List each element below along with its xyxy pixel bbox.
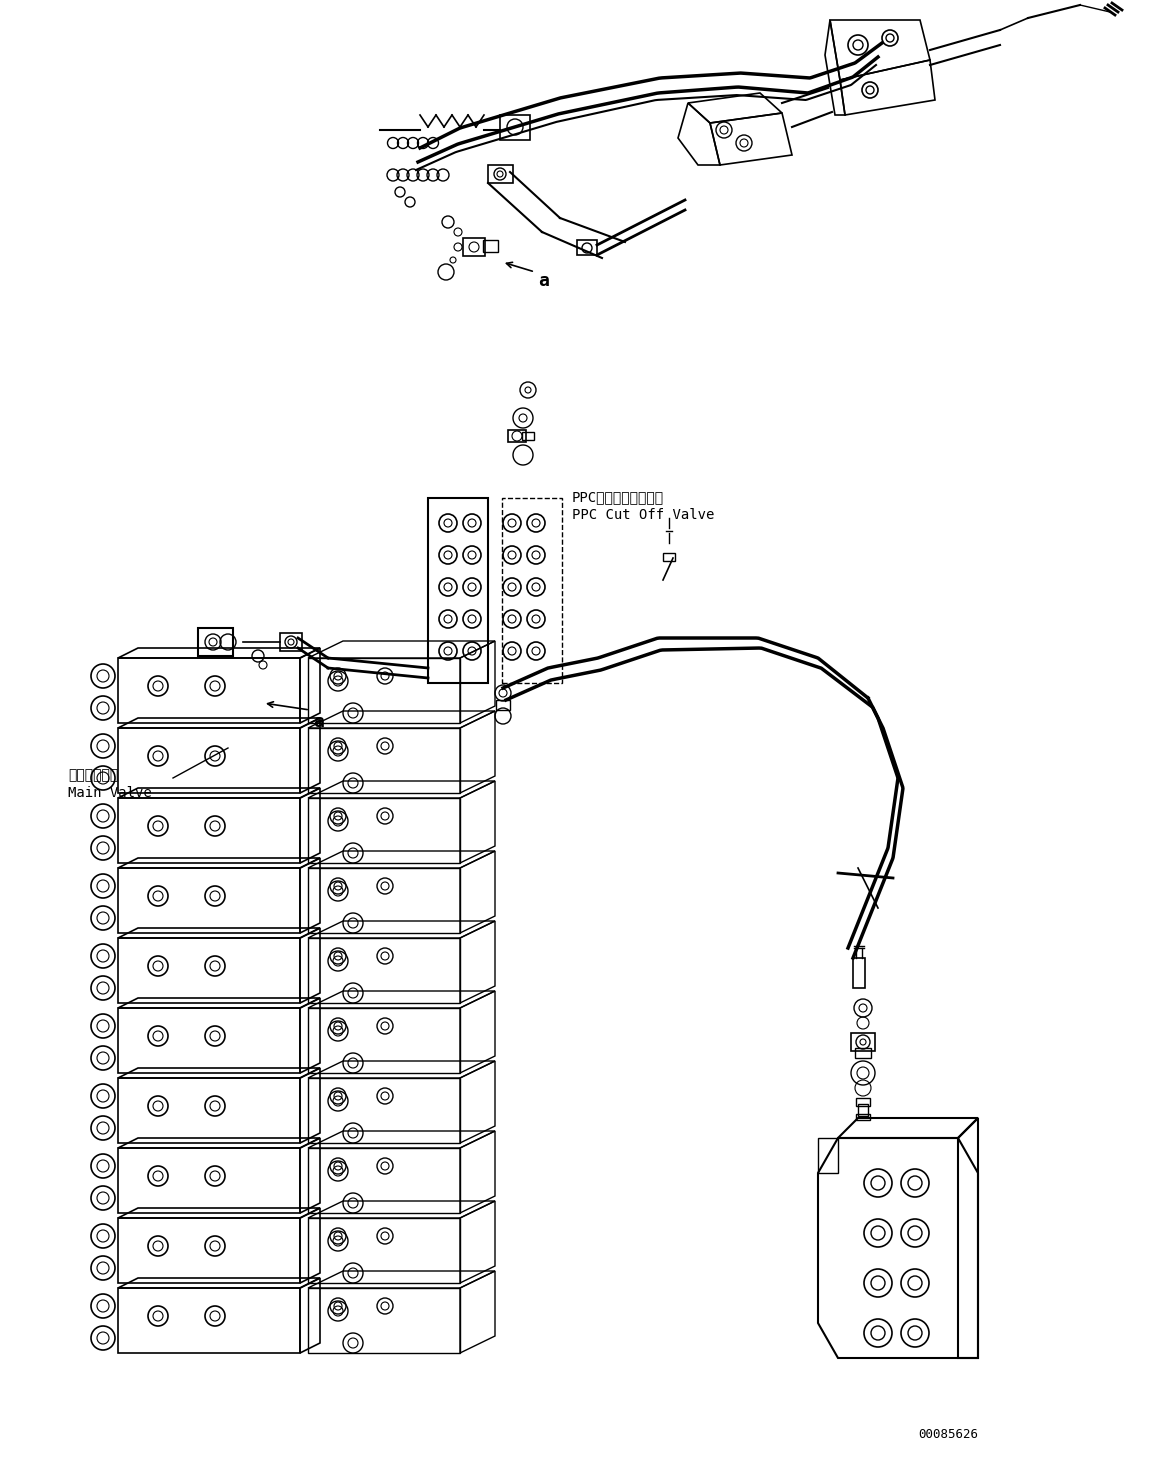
Bar xyxy=(280,632,302,651)
Text: メインバルブ: メインバルブ xyxy=(67,768,119,782)
Bar xyxy=(488,165,513,184)
Text: Main Valve: Main Valve xyxy=(67,785,151,800)
Bar xyxy=(463,237,485,256)
Text: PPC Cut Off Valve: PPC Cut Off Valve xyxy=(572,508,714,522)
Bar xyxy=(858,1104,868,1116)
Bar xyxy=(502,498,562,683)
Text: 00085626: 00085626 xyxy=(918,1428,978,1441)
Text: a: a xyxy=(538,272,549,290)
Bar xyxy=(483,240,498,252)
Bar xyxy=(508,430,526,441)
Text: a: a xyxy=(313,712,323,731)
Bar xyxy=(855,1048,871,1058)
Bar xyxy=(852,959,865,988)
Bar xyxy=(856,1115,870,1120)
Bar xyxy=(495,699,511,710)
Bar xyxy=(428,498,488,683)
Bar xyxy=(851,1033,875,1050)
Bar xyxy=(198,628,233,656)
Bar xyxy=(577,240,597,255)
Bar xyxy=(856,1099,870,1106)
Bar xyxy=(500,115,530,140)
Bar xyxy=(522,431,534,440)
Text: PPCカットオフバルブ: PPCカットオフバルブ xyxy=(572,490,664,504)
Bar xyxy=(663,554,675,561)
